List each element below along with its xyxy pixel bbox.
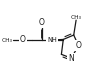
Text: CH₃: CH₃ (2, 38, 13, 42)
Text: O: O (20, 36, 26, 44)
Text: NH: NH (47, 37, 57, 43)
Text: O: O (39, 18, 45, 27)
Text: CH₃: CH₃ (71, 15, 82, 20)
Text: N: N (68, 54, 74, 63)
Text: O: O (75, 41, 81, 50)
